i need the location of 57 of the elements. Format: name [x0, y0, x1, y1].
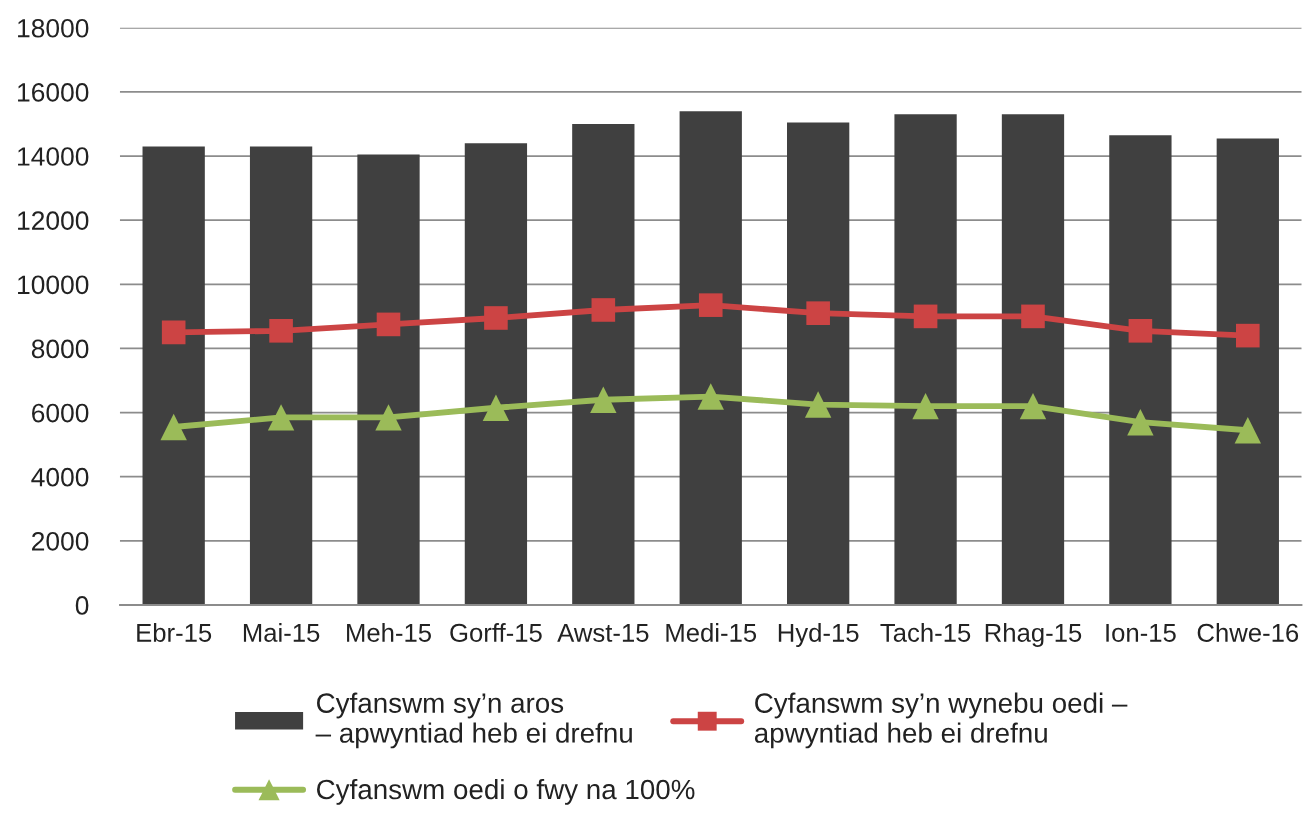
- point: [269, 319, 293, 343]
- x-tick-label: Awst-15: [557, 623, 649, 642]
- x-tick-label: Chwe-16: [1197, 623, 1299, 642]
- x-tick-label: Mai-15: [243, 623, 320, 642]
- legend-label: Cyfanswm sy’n aros – apwyntiad heb ei drefnu: [315, 692, 632, 749]
- point: [482, 394, 510, 421]
- point: [1128, 319, 1153, 343]
- bar: [249, 146, 313, 605]
- point: [1234, 417, 1261, 444]
- x-tick-label: Medi-15: [666, 623, 757, 642]
- point: [376, 312, 401, 337]
- point: [160, 413, 187, 441]
- y-tick-label: 18000: [18, 18, 89, 38]
- y-tick-label: 10000: [18, 275, 89, 295]
- bar: [1216, 138, 1279, 605]
- y-tick-label: 12000: [18, 211, 89, 230]
- point: [1021, 304, 1045, 329]
- y-tick-label: 4000: [31, 467, 89, 487]
- x-tick-label: Tach-15: [880, 623, 971, 642]
- point: [161, 320, 186, 345]
- point: [1236, 323, 1260, 348]
- point: [267, 404, 295, 431]
- bar: [1001, 114, 1065, 605]
- x-tick-label: Gorff-15: [450, 623, 542, 642]
- point: [1127, 409, 1154, 436]
- bar: [787, 122, 850, 605]
- point: [804, 391, 832, 418]
- x-tick-label: Hyd-15: [778, 623, 859, 647]
- y-tick-label: 2000: [32, 531, 89, 551]
- x-tick-label: Ebr-15: [137, 623, 212, 642]
- bar: [1109, 135, 1172, 605]
- bar: [679, 111, 742, 605]
- bar: [464, 143, 528, 605]
- y-tick-label: 6000: [32, 403, 89, 423]
- point: [697, 383, 724, 410]
- y-tick-label: 8000: [31, 339, 89, 359]
- point: [1019, 392, 1047, 420]
- bar: [357, 154, 420, 605]
- x-tick-label: Meh-15: [347, 623, 431, 642]
- point: [590, 386, 617, 413]
- point: [913, 304, 938, 329]
- y-tick-label: 0: [75, 596, 89, 615]
- x-tick-label: Rhag-15: [985, 623, 1082, 647]
- x-tick-label: Ion-15: [1106, 623, 1176, 642]
- bar: [894, 114, 957, 605]
- point: [484, 306, 508, 330]
- y-tick-label: 16000: [18, 83, 89, 102]
- bar: [572, 123, 635, 605]
- point: [698, 293, 723, 317]
- point: [591, 298, 616, 322]
- bar: [142, 146, 205, 605]
- y-tick-label: 14000: [18, 147, 89, 166]
- point: [375, 404, 402, 431]
- legend-label: Cyfanswm sy’n wynebu oedi – apwyntiad heb ei drefnu: [754, 692, 1128, 749]
- legend-label: Cyfanswm oedi o fwy na 100%: [317, 778, 695, 805]
- point: [912, 392, 939, 420]
- point: [806, 301, 830, 325]
